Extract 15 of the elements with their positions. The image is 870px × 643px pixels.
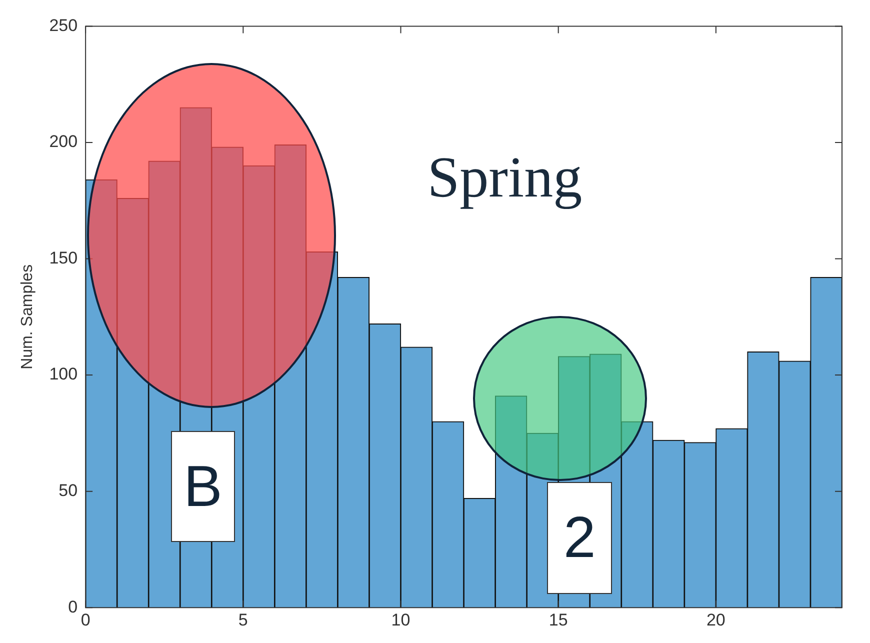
- annotation: Spring: [427, 144, 582, 211]
- y-tick-label: 50: [58, 481, 78, 500]
- x-tick-label: 0: [80, 610, 90, 630]
- x-tick-label: 20: [706, 610, 726, 630]
- x-tick-label: 10: [391, 610, 410, 630]
- y-tick-label: 150: [49, 248, 78, 268]
- annotation: 2: [547, 482, 612, 594]
- y-tick-label: 200: [49, 132, 78, 152]
- annotation: B: [170, 430, 236, 542]
- x-tick-label: 15: [548, 610, 568, 630]
- y-tick-label: 100: [49, 364, 78, 384]
- y-axis-title: Num. Samples: [19, 264, 36, 370]
- y-tick-label: 250: [49, 16, 78, 35]
- y-tick-label: 0: [68, 597, 78, 616]
- x-tick-label: 5: [238, 610, 248, 630]
